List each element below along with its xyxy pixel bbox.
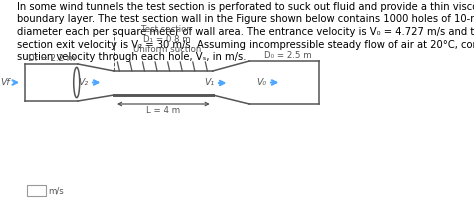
Text: V₀: V₀ — [256, 78, 267, 86]
Text: suction velocity through each hole, Vₛ, in m/s.: suction velocity through each hole, Vₛ, … — [18, 52, 247, 62]
Text: In some wind tunnels the test section is perforated to suck out fluid and provid: In some wind tunnels the test section is… — [18, 2, 474, 12]
Text: Df = 2.2 m: Df = 2.2 m — [28, 54, 75, 63]
Text: V₂: V₂ — [79, 78, 89, 86]
Text: m/s: m/s — [48, 186, 64, 195]
Text: D₀ = 2.5 m: D₀ = 2.5 m — [264, 51, 311, 60]
Text: Uniform suction: Uniform suction — [133, 45, 201, 54]
Bar — [27, 185, 46, 196]
Text: section exit velocity is V₂ = 30 m/s. Assuming incompressible steady flow of air: section exit velocity is V₂ = 30 m/s. As… — [18, 39, 474, 49]
Text: Test section: Test section — [141, 25, 192, 34]
Text: diameter each per square meter of wall area. The entrance velocity is V₀ = 4.727: diameter each per square meter of wall a… — [18, 27, 474, 37]
Text: Vf: Vf — [0, 78, 10, 86]
Text: D₁ = 0.8 m: D₁ = 0.8 m — [143, 35, 191, 44]
Text: L = 4 m: L = 4 m — [146, 105, 181, 114]
Ellipse shape — [74, 68, 80, 98]
Text: V₁: V₁ — [205, 78, 215, 87]
Text: boundary layer. The test section wall in the Figure shown below contains 1000 ho: boundary layer. The test section wall in… — [18, 14, 474, 24]
